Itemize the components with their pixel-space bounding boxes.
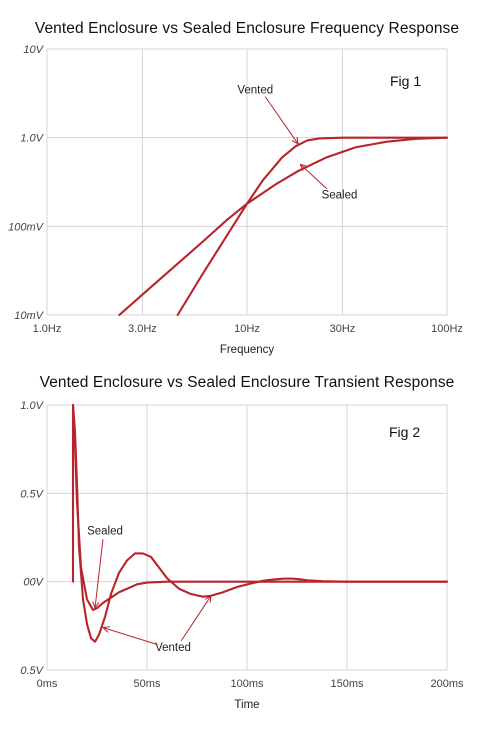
chart-2-y-tick-label: 1.0V — [20, 400, 44, 412]
chart-2-annotation-arrow — [102, 627, 158, 646]
chart-2-annotation-arrowhead — [92, 601, 100, 610]
chart-1-x-tick-label: 100Hz — [431, 323, 463, 335]
chart-1-y-tick-label: 1.0V — [20, 133, 44, 145]
chart-1-series-vented-line — [176, 136, 449, 317]
chart-2-x-axis-label: Time — [234, 699, 259, 711]
chart-2-x-tick-label: 100ms — [230, 678, 264, 690]
chart-1-annotation-arrowhead — [299, 163, 308, 172]
chart-2-x-tick-label: 0ms — [37, 678, 58, 690]
chart-2-series-vented-line — [71, 403, 449, 643]
chart-1-annotation-label: Sealed — [322, 189, 358, 201]
chart-1-x-tick-label: 10Hz — [234, 323, 260, 335]
chart-2-y-tick-label: 0.5V — [20, 488, 44, 500]
chart-2-annotation-label: Vented — [155, 642, 191, 654]
chart-2-y-tick-label: 00V — [23, 577, 44, 589]
chart-2-annotation-arrow — [94, 539, 104, 609]
chart-2-y-tick-label: 0.5V — [20, 665, 44, 677]
chart-2-x-tick-label: 150ms — [330, 678, 364, 690]
chart-1-x-tick-label: 30Hz — [330, 323, 356, 335]
chart-1-annotation-label: Vented — [237, 84, 273, 96]
chart-2-x-tick-label: 200ms — [430, 678, 464, 690]
chart-1-annotation-arrow — [264, 96, 299, 145]
chart-1-title: Vented Enclosure vs Sealed Enclosure Fre… — [34, 20, 460, 37]
chart-1-y-tick-label: 10V — [23, 44, 44, 56]
chart-1-y-tick-label: 100mV — [8, 221, 45, 233]
chart-1-series-sealed-line — [118, 136, 449, 317]
chart-1-figure-label: Fig 1 — [390, 73, 421, 89]
chart-1-y-tick-label: 10mV — [14, 310, 44, 322]
chart-2-x-tick-label: 50ms — [134, 678, 161, 690]
chart-2-annotation-arrow — [180, 595, 212, 641]
chart-2-annotation-label: Sealed — [87, 525, 123, 537]
chart-2-annotation-arrowhead — [101, 626, 110, 633]
chart-1-annotation-arrow — [300, 163, 328, 190]
chart-1-annotation-arrowhead — [291, 136, 299, 145]
chart-1-x-axis-label: Frequency — [220, 344, 275, 356]
chart-2-title: Vented Enclosure vs Sealed Enclosure Tra… — [39, 374, 455, 391]
chart-2-figure-label: Fig 2 — [389, 424, 420, 440]
chart-1-x-tick-label: 3.0Hz — [128, 323, 157, 335]
chart-1-x-tick-label: 1.0Hz — [33, 323, 62, 335]
chart-2-annotation-arrowhead — [204, 594, 212, 603]
